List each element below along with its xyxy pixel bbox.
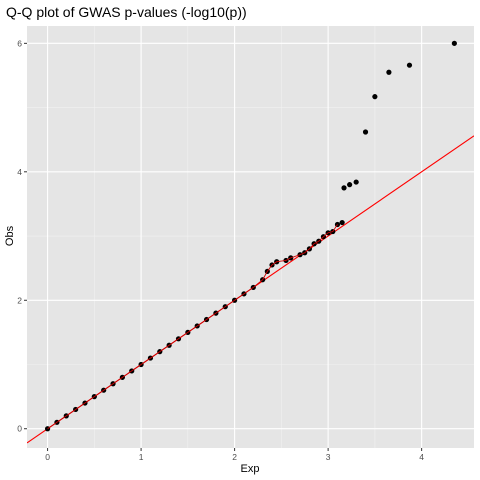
x-tick-label: 4 bbox=[419, 452, 424, 462]
x-tick-label: 2 bbox=[232, 452, 237, 462]
plot-marks bbox=[27, 40, 474, 444]
points-trace-line bbox=[47, 224, 338, 430]
x-tick-label: 1 bbox=[139, 452, 144, 462]
x-axis-title: Exp bbox=[241, 463, 260, 475]
x-axis: 0 1 2 3 4 bbox=[45, 448, 424, 462]
x-tick-label: 3 bbox=[326, 452, 331, 462]
plot-panel bbox=[27, 26, 474, 448]
panel-background bbox=[27, 26, 474, 448]
data-point bbox=[386, 69, 392, 75]
y-tick-label: 0 bbox=[17, 424, 22, 434]
data-point bbox=[353, 179, 359, 185]
data-point bbox=[372, 94, 378, 100]
y-tick-label: 4 bbox=[17, 167, 22, 177]
data-point bbox=[451, 40, 457, 46]
y-tick-label: 2 bbox=[17, 295, 22, 305]
data-point bbox=[341, 185, 347, 191]
data-point bbox=[406, 62, 413, 68]
data-point bbox=[339, 219, 345, 226]
y-tick-label: 6 bbox=[17, 38, 22, 48]
y-axis-title: Obs bbox=[4, 225, 16, 246]
chart-title: Q-Q plot of GWAS p-values (-log10(p)) bbox=[6, 4, 247, 20]
x-tick-label: 0 bbox=[45, 452, 50, 462]
y-axis: 0 2 4 6 bbox=[17, 38, 27, 434]
data-point bbox=[347, 182, 353, 188]
data-point bbox=[362, 129, 369, 135]
